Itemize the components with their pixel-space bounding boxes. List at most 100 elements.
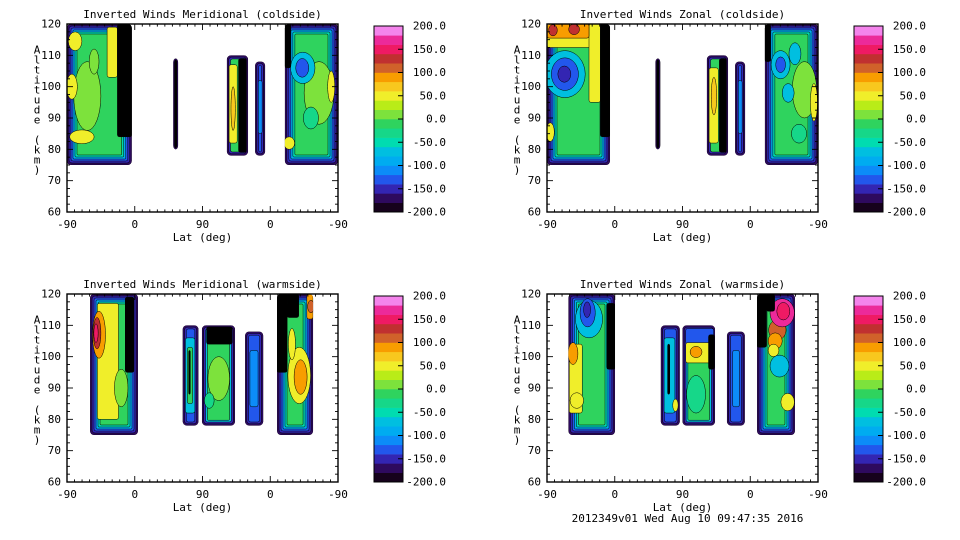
colorbar-band xyxy=(374,444,403,455)
contour-region xyxy=(706,55,729,156)
y-axis-title-char: m xyxy=(514,424,521,437)
colorbar-band xyxy=(854,351,883,362)
x-axis-title: Lat (deg) xyxy=(653,231,713,244)
y-axis-title-char: k xyxy=(34,144,41,157)
x-axis-title: Lat (deg) xyxy=(173,501,233,514)
y-tick-label: 100 xyxy=(41,350,61,363)
colorbar-band xyxy=(374,128,403,138)
colorbar-tick-label: -200.0 xyxy=(886,476,926,489)
colorbar-band xyxy=(374,26,403,36)
y-axis-title-char: m xyxy=(34,424,41,437)
x-tick-label: 90 xyxy=(196,218,209,231)
colorbar-band xyxy=(374,379,403,390)
colorbar-band xyxy=(854,389,883,399)
colorbar-band xyxy=(854,165,883,176)
y-axis-title-char: u xyxy=(514,364,521,377)
y-tick-label: 90 xyxy=(48,112,61,125)
colorbar-band xyxy=(374,63,403,73)
colorbar-band xyxy=(854,174,883,185)
contour-region xyxy=(655,58,661,150)
y-tick-label: 80 xyxy=(48,413,61,426)
colorbar-band xyxy=(374,398,403,408)
y-axis-title-char: ) xyxy=(34,164,41,177)
contour-region xyxy=(764,24,819,165)
colorbar-band xyxy=(374,53,403,64)
contour-region xyxy=(757,294,795,435)
y-axis-title-char: l xyxy=(34,54,41,67)
colorbar-tick-label: -100.0 xyxy=(886,429,926,442)
colorbar-band xyxy=(854,323,883,334)
colorbar-tick-label: 50.0 xyxy=(420,359,447,372)
y-tick-label: 120 xyxy=(521,288,541,301)
colorbar-band xyxy=(854,370,883,380)
colorbar-tick-label: -150.0 xyxy=(886,182,926,195)
colorbar-tick-label: 100.0 xyxy=(893,66,926,79)
colorbar-band xyxy=(854,416,883,427)
colorbar-band xyxy=(374,454,403,464)
colorbar-band xyxy=(374,407,403,418)
colorbar-tick-label: 0.0 xyxy=(906,113,926,126)
colorbar-band xyxy=(374,202,403,213)
colorbar-band xyxy=(854,156,883,166)
colorbar-band xyxy=(854,296,883,306)
contour-region xyxy=(660,325,680,426)
y-axis-title-char: e xyxy=(514,384,521,397)
x-tick-label: 0 xyxy=(131,218,138,231)
y-axis-title-char: u xyxy=(34,94,41,107)
y-axis-title-char: i xyxy=(514,74,521,87)
contour-region xyxy=(255,61,266,156)
colorbar-band xyxy=(374,296,403,306)
colorbar-band xyxy=(374,314,403,325)
colorbar-tick-label: 100.0 xyxy=(893,336,926,349)
y-axis-title-char: ) xyxy=(514,164,521,177)
colorbar-tick-label: -100.0 xyxy=(406,429,446,442)
colorbar-band xyxy=(374,174,403,185)
x-tick-label: -90 xyxy=(328,488,348,501)
x-tick-label: -90 xyxy=(808,488,828,501)
y-tick-label: 70 xyxy=(528,174,541,187)
colorbar-band xyxy=(374,165,403,176)
y-axis-title-char: A xyxy=(34,314,41,327)
x-tick-label: 0 xyxy=(267,488,274,501)
y-tick-label: 70 xyxy=(48,174,61,187)
y-tick-label: 60 xyxy=(528,476,541,489)
y-tick-label: 100 xyxy=(521,350,541,363)
colorbar-band xyxy=(854,53,883,64)
y-tick-label: 60 xyxy=(528,206,541,219)
colorbar-band xyxy=(854,137,883,148)
y-axis-title-char: ( xyxy=(34,404,41,417)
y-tick-label: 80 xyxy=(48,143,61,156)
y-tick-label: 110 xyxy=(41,319,61,332)
y-axis-title-char: l xyxy=(514,54,521,67)
y-axis-title-char: t xyxy=(514,354,521,367)
y-tick-label: 120 xyxy=(41,288,61,301)
x-tick-label: 90 xyxy=(196,488,209,501)
colorbar-band xyxy=(854,472,883,483)
colorbar-band xyxy=(854,463,883,473)
colorbar-band xyxy=(854,202,883,213)
y-tick-label: 70 xyxy=(528,444,541,457)
colorbar-tick-label: 50.0 xyxy=(420,89,447,102)
y-axis-title-char: t xyxy=(34,334,41,347)
colorbar-tick-label: 200.0 xyxy=(893,290,926,303)
y-axis-title-char: A xyxy=(34,44,41,57)
y-tick-label: 100 xyxy=(41,80,61,93)
colorbar-band xyxy=(374,100,403,110)
colorbar-band xyxy=(374,305,403,315)
colorbar-band xyxy=(854,444,883,455)
contour-region xyxy=(173,58,179,150)
colorbar-band xyxy=(854,44,883,55)
x-tick-label: -90 xyxy=(537,488,557,501)
x-tick-label: -90 xyxy=(57,218,77,231)
colorbar-tick-label: 150.0 xyxy=(893,313,926,326)
y-axis-title-char: k xyxy=(514,414,521,427)
colorbar-band xyxy=(854,81,883,92)
colorbar-tick-label: -50.0 xyxy=(413,406,446,419)
y-axis-title-char: d xyxy=(34,374,41,387)
colorbar-tick-label: -50.0 xyxy=(893,136,926,149)
